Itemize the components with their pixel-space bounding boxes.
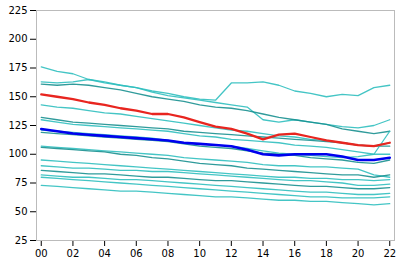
svg-text:00: 00 — [35, 248, 48, 259]
svg-text:25: 25 — [15, 235, 28, 246]
svg-text:16: 16 — [288, 248, 301, 259]
svg-text:18: 18 — [320, 248, 333, 259]
svg-text:200: 200 — [8, 33, 27, 44]
svg-text:12: 12 — [225, 248, 238, 259]
svg-text:125: 125 — [8, 120, 27, 131]
svg-text:175: 175 — [8, 62, 27, 73]
svg-text:14: 14 — [257, 248, 270, 259]
svg-text:150: 150 — [8, 91, 27, 102]
svg-text:04: 04 — [98, 248, 111, 259]
svg-text:02: 02 — [67, 248, 80, 259]
svg-text:225: 225 — [8, 5, 27, 16]
svg-text:10: 10 — [193, 248, 206, 259]
svg-text:08: 08 — [162, 248, 175, 259]
svg-text:22: 22 — [383, 248, 396, 259]
svg-text:06: 06 — [130, 248, 143, 259]
svg-text:50: 50 — [15, 206, 28, 217]
svg-text:20: 20 — [352, 248, 365, 259]
svg-text:100: 100 — [8, 148, 27, 159]
svg-text:75: 75 — [15, 177, 28, 188]
